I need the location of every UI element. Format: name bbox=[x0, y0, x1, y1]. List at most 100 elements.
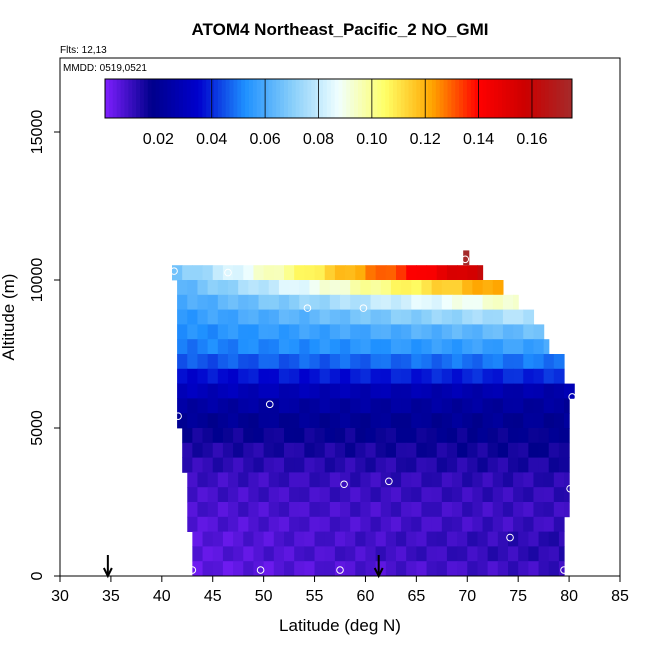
heatmap-cell bbox=[558, 428, 570, 444]
heatmap-cell bbox=[396, 428, 407, 444]
heatmap-cell bbox=[492, 516, 504, 532]
heatmap-cell bbox=[538, 442, 550, 458]
heatmap-cell bbox=[457, 546, 468, 562]
heatmap-cell bbox=[472, 383, 484, 399]
heatmap-cell bbox=[217, 368, 229, 384]
heatmap-cell bbox=[314, 428, 326, 444]
heatmap-cell bbox=[258, 383, 270, 399]
heatmap-cell bbox=[197, 294, 209, 310]
heatmap-cell bbox=[523, 354, 535, 370]
heatmap-cell bbox=[528, 546, 540, 562]
heatmap-cell bbox=[385, 546, 397, 562]
heatmap-cell bbox=[207, 294, 219, 310]
heatmap-cell bbox=[513, 383, 524, 399]
sample-point bbox=[461, 255, 470, 264]
heatmap-cell bbox=[375, 457, 387, 473]
heatmap-cell bbox=[197, 516, 209, 532]
heatmap-cell bbox=[334, 546, 346, 562]
heatmap-cell bbox=[233, 561, 244, 577]
colorbar-swatch bbox=[245, 79, 250, 118]
heatmap-cell bbox=[502, 516, 514, 532]
heatmap-cell bbox=[472, 324, 484, 340]
heatmap-cell bbox=[487, 442, 499, 458]
heatmap-cell bbox=[187, 339, 199, 355]
heatmap-cell bbox=[370, 398, 382, 414]
y-tick-label: 10000 bbox=[29, 258, 46, 303]
heatmap-cell bbox=[467, 442, 479, 458]
heatmap-cell bbox=[238, 294, 249, 310]
heatmap-cell bbox=[243, 265, 255, 281]
heatmap-cell bbox=[497, 546, 509, 562]
heatmap-cell bbox=[329, 398, 341, 414]
heatmap-cell bbox=[518, 561, 529, 577]
heatmap-cell bbox=[508, 546, 519, 562]
heatmap-cell bbox=[207, 339, 219, 355]
heatmap-cell bbox=[365, 457, 377, 473]
heatmap-cell bbox=[258, 368, 270, 384]
heatmap-cell bbox=[324, 457, 336, 473]
heatmap-cell bbox=[492, 398, 504, 414]
heatmap-cell bbox=[553, 383, 565, 399]
heatmap-cell bbox=[513, 398, 524, 414]
heatmap-cell bbox=[258, 309, 270, 325]
heatmap-cell bbox=[452, 368, 463, 384]
heatmap-cell bbox=[284, 531, 295, 547]
heatmap-cell bbox=[197, 309, 209, 325]
heatmap-cell bbox=[411, 309, 423, 325]
heatmap-cell bbox=[385, 457, 397, 473]
heatmap-cell bbox=[513, 309, 524, 325]
heatmap-cell bbox=[273, 442, 285, 458]
heatmap-cell bbox=[533, 516, 545, 532]
heatmap-cell bbox=[299, 294, 311, 310]
heatmap-cell bbox=[523, 383, 535, 399]
heatmap-cell bbox=[177, 413, 188, 429]
heatmap-cell bbox=[238, 487, 249, 503]
heatmap-cell bbox=[523, 398, 535, 414]
heatmap-cell bbox=[299, 502, 311, 518]
sample-point bbox=[336, 566, 344, 574]
heatmap-cell bbox=[502, 487, 514, 503]
heatmap-cell bbox=[365, 561, 377, 577]
heatmap-cell bbox=[441, 294, 453, 310]
heatmap-cell bbox=[360, 502, 372, 518]
heatmap-cell bbox=[380, 413, 392, 429]
colorbar-swatch bbox=[112, 79, 118, 118]
heatmap-cell bbox=[431, 502, 443, 518]
heatmap-cell bbox=[472, 472, 484, 488]
heatmap-cell bbox=[319, 339, 331, 355]
heatmap-cell bbox=[401, 368, 412, 384]
heatmap-cell bbox=[187, 368, 199, 384]
heatmap-cell bbox=[548, 442, 560, 458]
heatmap-cell bbox=[329, 516, 341, 532]
heatmap-cell bbox=[497, 457, 509, 473]
heatmap-cell bbox=[421, 368, 433, 384]
heatmap-cell bbox=[324, 561, 336, 577]
heatmap-cell bbox=[248, 324, 260, 340]
colorbar-swatch bbox=[564, 79, 569, 118]
heatmap-cell bbox=[222, 442, 234, 458]
heatmap-cell bbox=[401, 502, 412, 518]
colorbar-swatch bbox=[237, 79, 242, 118]
colorbar-swatch bbox=[490, 79, 495, 118]
heatmap-cell bbox=[294, 442, 305, 458]
heatmap-cell bbox=[431, 398, 443, 414]
heatmap-cell bbox=[309, 472, 321, 488]
heatmap-cell bbox=[492, 413, 504, 429]
mmdd-label: MMDD: 0519,0521 bbox=[63, 63, 147, 74]
heatmap-cell bbox=[492, 502, 504, 518]
heatmap-cell bbox=[431, 354, 443, 370]
heatmap-cell bbox=[477, 546, 489, 562]
heatmap-cell bbox=[543, 487, 555, 503]
heatmap-cell bbox=[463, 250, 470, 266]
heatmap-cell bbox=[523, 368, 535, 384]
heatmap-cell bbox=[319, 309, 331, 325]
heatmap-cell bbox=[197, 280, 209, 296]
heatmap-cell bbox=[289, 339, 300, 355]
heatmap-cell bbox=[528, 457, 540, 473]
heatmap-cell bbox=[518, 546, 529, 562]
heatmap-cell bbox=[202, 531, 214, 547]
heatmap-cell bbox=[304, 457, 316, 473]
heatmap-cell bbox=[380, 516, 392, 532]
heatmap-cell bbox=[278, 502, 290, 518]
heatmap-cell bbox=[390, 309, 402, 325]
